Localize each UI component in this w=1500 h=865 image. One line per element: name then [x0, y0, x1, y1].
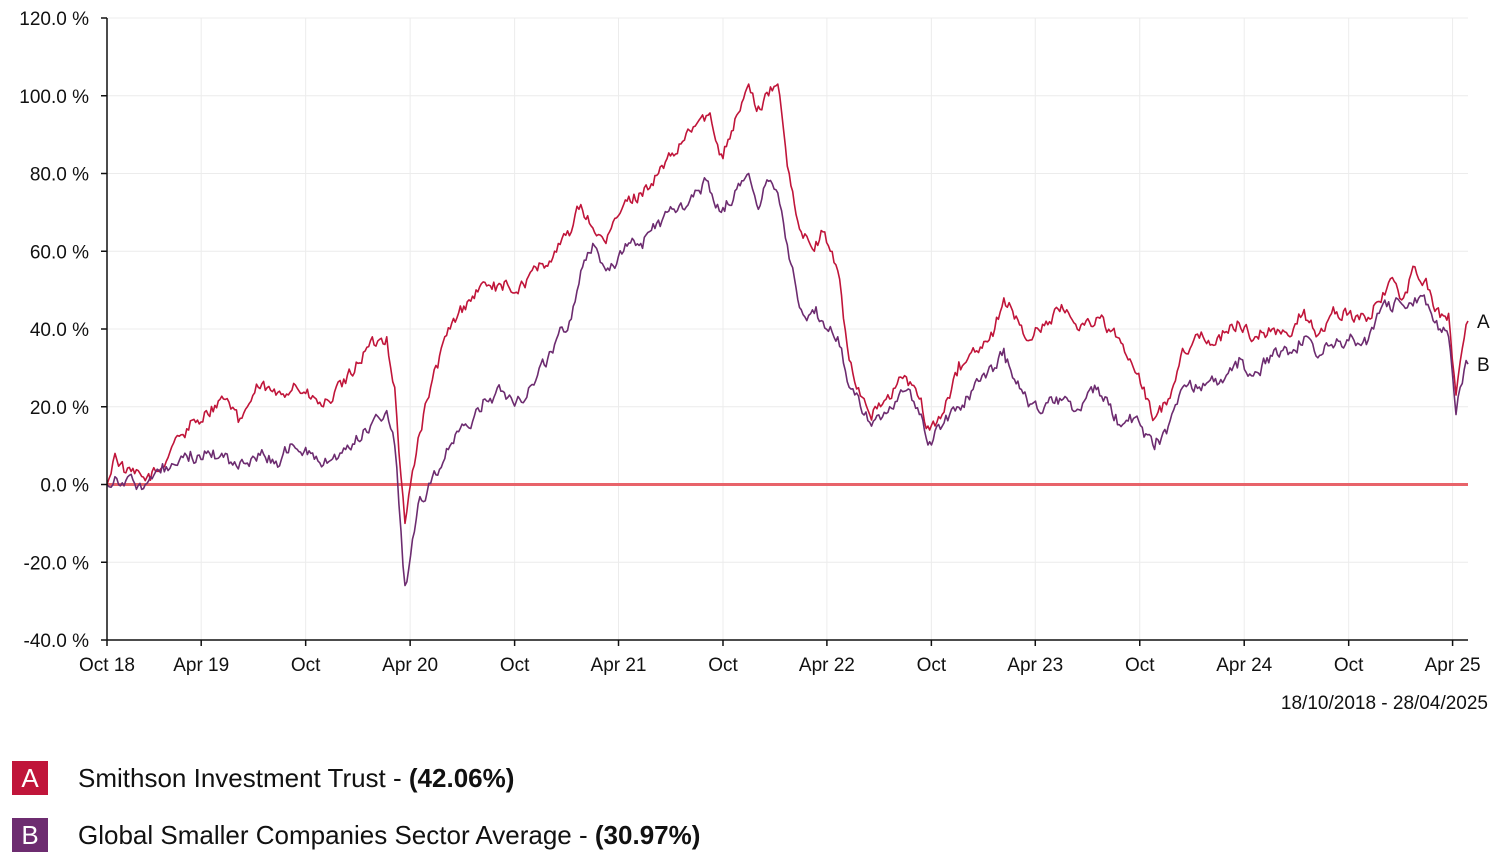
y-tick-label: 120.0 % — [19, 9, 89, 30]
legend-label-a: Smithson Investment Trust - (42.06%) — [78, 763, 514, 794]
x-tick-label: Apr 21 — [591, 655, 647, 676]
date-range-label: 18/10/2018 - 28/04/2025 — [1280, 693, 1488, 714]
series-end-labels: AB — [1477, 312, 1490, 376]
x-tick-label: Apr 19 — [173, 655, 229, 676]
legend-badge-a: A — [12, 761, 48, 795]
y-tick-label: 40.0 % — [30, 320, 89, 341]
legend-item-b[interactable]: B Global Smaller Companies Sector Averag… — [12, 817, 700, 853]
y-tick-label: 80.0 % — [30, 165, 89, 186]
x-tick-label: Oct — [917, 655, 947, 676]
x-tick-label: Oct — [708, 655, 738, 676]
x-tick-label: Oct — [291, 655, 321, 676]
series-line-b — [106, 172, 1469, 587]
y-tick-label: 20.0 % — [30, 398, 89, 419]
x-tick-label: Oct — [1334, 655, 1364, 676]
legend-second: B Global Smaller Companies Sector Averag… — [12, 817, 700, 853]
y-axis-ticks: 120.0 % 100.0 % 80.0 % 60.0 % 40.0 % 20.0 % 0.… — [19, 9, 107, 652]
series-line-a — [106, 83, 1469, 525]
y-tick-label: -20.0 % — [24, 553, 90, 574]
legend-value-b: (30.97%) — [594, 819, 701, 850]
performance-chart: 120.0 % 100.0 % 80.0 % 60.0 % 40.0 % 20.0 % 0.… — [19, 9, 1490, 676]
legend-name-a: Smithson Investment Trust - — [78, 762, 409, 793]
y-tick-label: 0.0 % — [40, 476, 89, 497]
series-end-label-a: A — [1477, 312, 1490, 333]
legend-item-a[interactable]: A Smithson Investment Trust - (42.06%) — [12, 760, 514, 796]
x-tick-label: Oct 18 — [79, 655, 135, 676]
legend-badge-b: B — [12, 818, 48, 852]
x-tick-label: Apr 24 — [1216, 655, 1272, 676]
x-tick-label: Apr 25 — [1425, 655, 1481, 676]
x-tick-label: Oct — [1125, 655, 1155, 676]
legend-label-b: Global Smaller Companies Sector Average … — [78, 820, 700, 851]
x-tick-label: Apr 23 — [1007, 655, 1063, 676]
y-tick-label: 100.0 % — [19, 87, 89, 108]
series-lines — [106, 83, 1469, 587]
y-tick-label: 60.0 % — [30, 242, 89, 263]
x-tick-label: Apr 20 — [382, 655, 438, 676]
x-axis-ticks: Oct 18 Apr 19 Oct Apr 20 Oct Apr 21 Oct Apr 22 O… — [79, 640, 1481, 676]
y-tick-label: -40.0 % — [24, 631, 90, 652]
grid-lines — [106, 17, 1468, 641]
series-end-label-b: B — [1477, 355, 1490, 376]
legend-value-a: (42.06%) — [408, 762, 515, 793]
legend-name-b: Global Smaller Companies Sector Average … — [78, 819, 595, 850]
x-tick-label: Apr 22 — [799, 655, 855, 676]
x-tick-label: Oct — [500, 655, 530, 676]
legend: A Smithson Investment Trust - (42.06%) — [12, 760, 514, 796]
